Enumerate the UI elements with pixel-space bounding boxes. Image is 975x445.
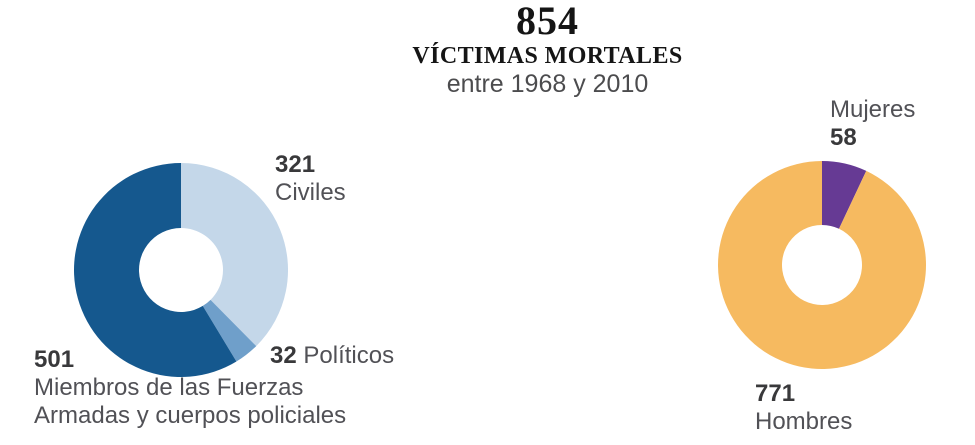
page-subtitle: entre 1968 y 2010 bbox=[446, 70, 649, 98]
politicos-value: 32 bbox=[270, 342, 297, 369]
annotation-miembros: 501 Miembros de las Fuerzas Armadas y cu… bbox=[34, 346, 346, 430]
title-block: 854 VÍCTIMAS MORTALES entre 1968 y 2010 bbox=[360, 0, 735, 98]
annotation-civiles: 321 Civiles bbox=[275, 151, 346, 207]
donut-slice-miembros-de-las-fuerzas-armadas-y-cuerpos-policiales bbox=[74, 163, 237, 377]
miembros-label-line1: Miembros de las Fuerzas bbox=[34, 374, 304, 401]
donut-chart-victims-by-gender bbox=[718, 161, 926, 369]
page-title: VÍCTIMAS MORTALES bbox=[412, 43, 683, 69]
civiles-label: Civiles bbox=[275, 179, 346, 206]
total-victims-number: 854 bbox=[516, 0, 579, 43]
politicos-label: Políticos bbox=[303, 342, 395, 369]
mujeres-value: 58 bbox=[830, 124, 857, 151]
miembros-value: 501 bbox=[34, 346, 75, 373]
mujeres-label: Mujeres bbox=[830, 96, 916, 123]
civiles-value: 321 bbox=[275, 151, 316, 178]
annotation-mujeres: Mujeres 58 bbox=[830, 96, 915, 152]
donut-chart-victims-by-group bbox=[74, 163, 288, 377]
donut-slice-hombres bbox=[718, 161, 926, 369]
miembros-label-line2: Armadas y cuerpos policiales bbox=[34, 402, 347, 429]
hombres-label: Hombres bbox=[755, 408, 853, 435]
donut-slice-politicos bbox=[202, 299, 257, 362]
donut-slice-civiles bbox=[181, 163, 288, 347]
hombres-value: 771 bbox=[755, 380, 796, 407]
annotation-hombres: 771 Hombres bbox=[755, 380, 852, 436]
donut-slice-mujeres bbox=[822, 161, 867, 229]
annotation-politicos: 32 Políticos bbox=[270, 342, 394, 370]
